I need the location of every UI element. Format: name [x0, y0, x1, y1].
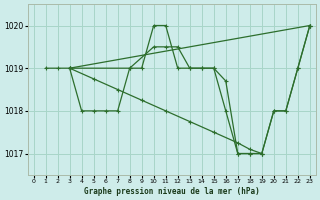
X-axis label: Graphe pression niveau de la mer (hPa): Graphe pression niveau de la mer (hPa): [84, 187, 260, 196]
